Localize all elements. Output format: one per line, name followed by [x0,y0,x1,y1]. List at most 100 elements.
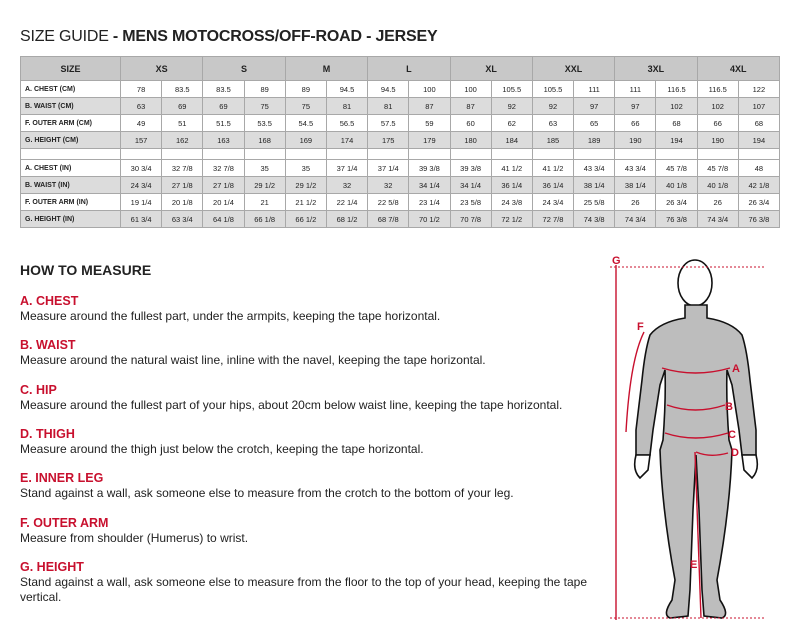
table-cell: 162 [161,131,204,149]
row-label: A. CHEST (IN) [20,159,121,177]
table-cell: 25 5/8 [573,193,616,211]
measure-title: C. HIP [20,382,57,397]
table-cell: 94.5 [367,80,410,98]
measure-section: C. HIP Measure around the fullest part of… [20,383,600,413]
page-title: SIZE GUIDE - MENS MOTOCROSS/OFF-ROAD - J… [20,28,438,46]
table-cell: 36 1/4 [531,176,575,194]
size-column-header: M [284,56,369,81]
table-cell: 74 3/8 [573,210,616,228]
table-cell: 26 3/4 [737,193,781,211]
table-cell: 74 3/4 [614,210,657,228]
table-cell: 65 [573,114,616,132]
table-cell: 66 [696,114,739,132]
measure-text: Measure around the fullest part of your … [20,397,563,412]
table-cell: 66 1/2 [284,210,327,228]
table-cell: 41 1/2 [531,159,575,177]
table-cell: 20 1/8 [161,193,204,211]
row-label: F. OUTER ARM (IN) [20,193,121,211]
table-cell: 29 1/2 [243,176,286,194]
table-cell: 68 7/8 [367,210,410,228]
table-cell: 70 1/2 [408,210,451,228]
table-cell: 43 3/4 [614,159,657,177]
table-cell: 168 [243,131,286,149]
table-cell: 81 [325,97,369,115]
outer-arm-line [625,331,645,433]
table-cell: 34 1/4 [449,176,492,194]
table-cell: 39 3/8 [408,159,451,177]
table-cell: 190 [696,131,739,149]
table-cell: 97 [573,97,616,115]
table-cell: 63 [531,114,575,132]
table-cell: 97 [614,97,657,115]
table-cell: 194 [737,131,781,149]
size-header-row: SIZE XS S M L XL XXL 3XL 4XL [20,56,781,81]
table-cell: 157 [119,131,163,149]
table-cell: 45 7/8 [655,159,698,177]
size-column-header: XL [449,56,533,81]
table-cell: 89 [284,80,327,98]
label-g: G [612,255,621,267]
table-cell: 24 3/4 [531,193,575,211]
measure-section: B. WAIST Measure around the natural waist… [20,338,600,368]
table-cell: 39 3/8 [449,159,492,177]
measure-text: Measure around the fullest part, under t… [20,309,441,323]
inner-leg-line [694,451,702,619]
label-f: F [637,321,644,333]
table-row: B. WAIST (IN) 24 3/4 27 1/8 27 1/8 29 1/2 29 … [20,176,781,194]
table-cell: 92 [490,97,533,115]
table-cell: 32 7/8 [202,159,245,177]
table-cell: 45 7/8 [696,159,739,177]
table-cell: 51 [161,114,204,132]
table-cell: 87 [408,97,451,115]
table-cell: 29 1/2 [284,176,327,194]
measure-section: A. CHEST Measure around the fullest part,… [20,294,600,324]
table-cell: 19 1/4 [119,193,163,211]
label-b: B [725,401,733,413]
hip-line [664,432,729,439]
table-cell: 179 [408,131,451,149]
table-cell: 72 1/2 [490,210,533,228]
measure-text: Stand against a wall, ask someone else t… [20,574,588,604]
measure-title: B. WAIST [20,338,76,353]
row-label: G. HEIGHT (IN) [20,210,121,228]
table-cell: 83.5 [161,80,204,98]
table-cell: 169 [284,131,327,149]
table-cell: 54.5 [284,114,327,132]
size-column-header: 3XL [614,56,698,81]
measure-title: D. THIGH [20,426,75,441]
table-row: F. OUTER ARM (CM) 49 51 51.5 53.5 54.5 56.5 57.… [20,114,781,132]
size-column-header: S [202,56,286,81]
table-cell: 78 [119,80,163,98]
table-cell: 26 [696,193,739,211]
table-cell: 190 [614,131,657,149]
measure-title: G. HEIGHT [20,559,84,574]
size-table: SIZE XS S M L XL XXL 3XL 4XL A. CHEST (CM) 78 83.5… [20,56,781,228]
measure-title: E. INNER LEG [20,471,104,486]
table-cell: 48 [737,159,781,177]
measure-section: F. OUTER ARM Measure from shoulder (Humer… [20,516,600,546]
table-row: G. HEIGHT (CM) 157 162 163 168 169 174 175 179 18… [20,131,781,149]
table-cell: 27 1/8 [202,176,245,194]
size-column-header: XXL [531,56,616,81]
waist-line [666,404,726,411]
table-cell: 64 1/8 [202,210,245,228]
table-cell: 41 1/2 [490,159,533,177]
measure-text: Measure around the thigh just below the … [20,441,424,456]
table-cell: 51.5 [202,114,245,132]
table-cell: 89 [243,80,286,98]
title-product: - MENS MOTOCROSS/OFF-ROAD - JERSEY [108,28,438,45]
table-cell: 37 1/4 [325,159,369,177]
table-cell: 75 [243,97,286,115]
table-cell: 81 [367,97,410,115]
table-cell: 38 1/4 [614,176,657,194]
table-cell: 100 [449,80,492,98]
table-cell: 76 3/8 [655,210,698,228]
title-prefix: SIZE GUIDE [20,28,109,45]
table-cell: 105.5 [490,80,533,98]
table-cell: 175 [367,131,410,149]
table-cell: 20 1/4 [202,193,245,211]
table-cell: 69 [161,97,204,115]
table-cell: 40 1/8 [655,176,698,194]
table-cell: 174 [325,131,369,149]
table-cell: 116.5 [655,80,698,98]
